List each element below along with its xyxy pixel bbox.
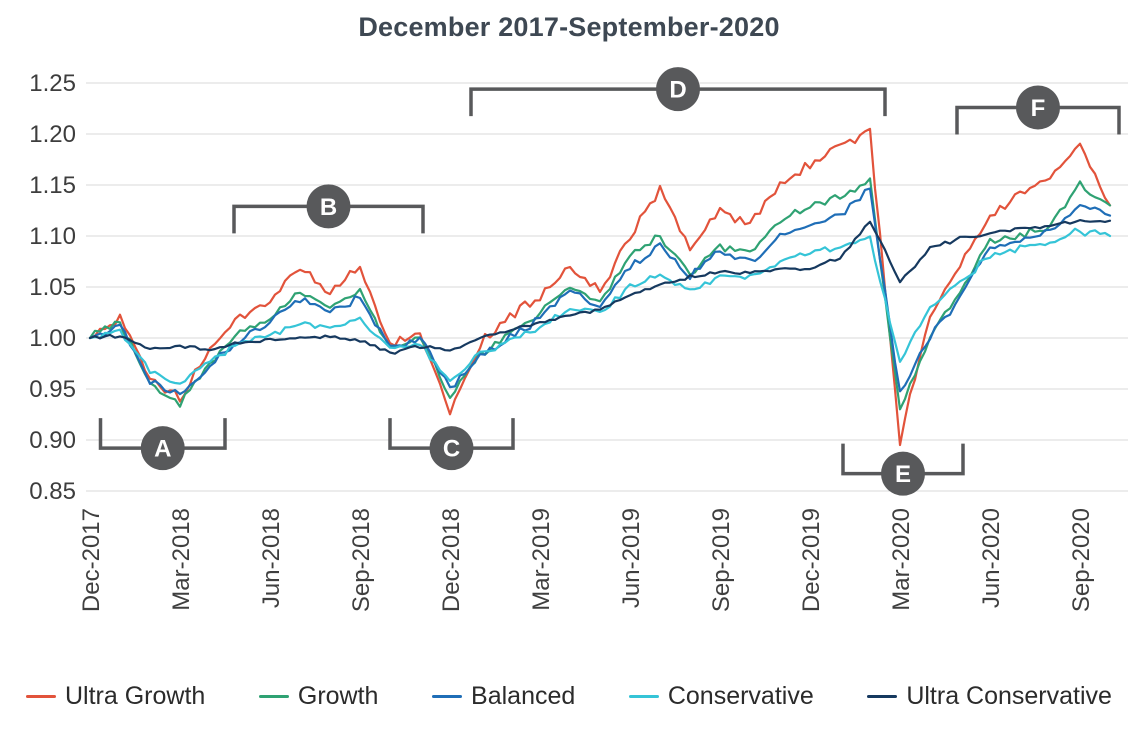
legend-label: Ultra Growth [65, 681, 206, 710]
y-tick-label: 1.00 [29, 325, 76, 352]
annotation-brackets: A B C D E F [98, 67, 1121, 496]
annotation-circle-D [656, 67, 700, 112]
series-line-balanced [88, 187, 1112, 396]
y-tick-label: 1.15 [29, 172, 76, 199]
gridlines [86, 82, 1128, 492]
x-tick-label: Sep-2019 [708, 508, 735, 612]
legend-item-balanced: Balanced [432, 682, 575, 711]
annotation-circle-A [140, 426, 185, 471]
annotation-circle-F [1016, 85, 1060, 130]
x-tick-label: Sep-2018 [348, 508, 375, 612]
performance-chart: 0.85 0.90 0.95 1.00 1.05 1.10 1.15 1.20 1.25 Dec… [29, 67, 1128, 612]
legend-swatch [432, 694, 463, 698]
legend-swatch [26, 694, 56, 698]
series-line-growth [88, 177, 1112, 411]
annotation-letter-E: E [895, 461, 911, 488]
annotation-circle-B [306, 184, 351, 229]
annotation-letter-B: B [320, 194, 337, 221]
legend-label: Ultra Conservative [906, 681, 1112, 710]
x-tick-label: Jun-2019 [618, 508, 645, 608]
x-tick-label: Dec-2018 [438, 508, 465, 612]
y-tick-label: 0.85 [29, 478, 76, 505]
series-line-ultra-conservative [88, 219, 1112, 355]
x-tick-label: Mar-2019 [528, 508, 555, 611]
annotation-letter-D: D [669, 77, 686, 104]
x-tick-label: Sep-2020 [1068, 508, 1095, 612]
legend-swatch [867, 694, 898, 698]
x-tick-label: Mar-2018 [168, 508, 195, 611]
annotation-letter-C: C [443, 436, 460, 463]
x-tick-label: Dec-2017 [78, 508, 105, 612]
y-tick-label: 1.20 [29, 121, 76, 148]
x-tick-label: Jun-2018 [258, 508, 285, 608]
y-axis-labels: 0.85 0.90 0.95 1.00 1.05 1.10 1.15 1.20 1.25 [29, 70, 76, 505]
y-tick-label: 1.05 [29, 274, 76, 301]
legend-label: Conservative [667, 681, 814, 710]
legend: Ultra Growth Growth Balanced Conservative Ul… [0, 668, 1138, 724]
x-tick-label: Jun-2020 [978, 508, 1005, 608]
series-line-conservative [88, 227, 1112, 385]
legend-item-conservative: Conservative [628, 681, 814, 711]
x-tick-label: Mar-2020 [888, 508, 915, 611]
annotation-circle-E [881, 451, 925, 496]
y-tick-label: 1.25 [29, 70, 76, 97]
y-tick-label: 0.90 [29, 427, 76, 454]
chart-title: December 2017-September-2020 [358, 12, 780, 42]
y-tick-label: 0.95 [29, 376, 76, 403]
legend-item-growth: Growth [258, 681, 379, 711]
legend-item-ultra-growth: Ultra Growth [26, 682, 205, 711]
annotation-letter-A: A [154, 436, 171, 463]
annotation-circle-C [429, 426, 474, 471]
legend-swatch [258, 694, 289, 698]
legend-label: Balanced [471, 681, 576, 710]
series-lines [88, 127, 1112, 447]
x-axis-labels: Dec-2017 Mar-2018 Jun-2018 Sep-2018 Dec-2018… [78, 508, 1095, 612]
y-tick-label: 1.10 [29, 223, 76, 250]
x-tick-label: Dec-2019 [798, 508, 825, 612]
legend-item-ultra-conservative: Ultra Conservative [867, 682, 1112, 711]
legend-swatch [628, 694, 659, 698]
annotation-letter-F: F [1031, 95, 1046, 122]
legend-label: Growth [297, 681, 379, 710]
